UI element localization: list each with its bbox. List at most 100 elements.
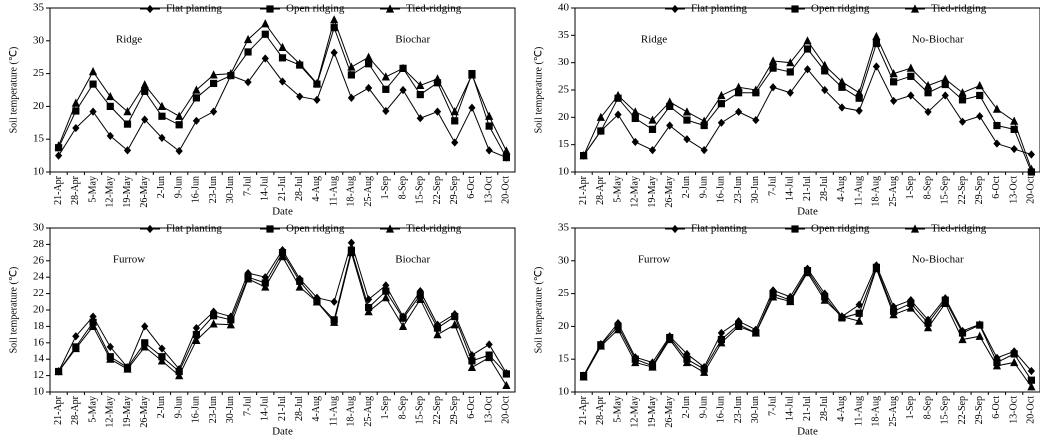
y-tick-label: 28 — [33, 238, 45, 250]
marker — [976, 112, 984, 121]
marker — [398, 321, 408, 330]
x-tick-label: 12-May — [630, 176, 641, 208]
x-tick-label: 8-Sep — [922, 176, 933, 199]
x-tick-label: 9-Jun — [698, 396, 709, 418]
marker — [820, 60, 829, 69]
x-tick-label: 6-Oct — [466, 176, 477, 199]
marker — [924, 89, 932, 97]
y-axis-label: Soil temperature (℃) — [8, 47, 19, 134]
x-tick-label: 20-Oct — [1026, 176, 1037, 204]
marker — [295, 59, 304, 68]
marker — [278, 42, 287, 51]
marker — [906, 63, 915, 72]
x-tick-label: 6-Oct — [466, 396, 477, 419]
marker — [330, 317, 339, 326]
x-tick-label: 19-May — [122, 396, 133, 428]
marker — [613, 90, 623, 100]
marker — [266, 225, 274, 233]
marker — [717, 338, 726, 347]
x-tick-label: 28-Apr — [70, 395, 81, 425]
marker — [648, 125, 657, 133]
legend-label: Tied-ridging — [931, 223, 987, 235]
marker — [382, 106, 390, 116]
y-tick-label: 10 — [558, 386, 570, 398]
marker — [399, 314, 407, 322]
marker — [278, 77, 287, 86]
marker — [192, 331, 200, 339]
x-tick-label: 18-Aug — [871, 396, 882, 427]
marker — [451, 138, 459, 147]
marker — [700, 116, 709, 125]
marker — [958, 88, 967, 97]
marker — [855, 316, 864, 325]
marker — [889, 69, 898, 78]
y-tick-label: 16 — [33, 336, 45, 348]
y-tick-label: 26 — [33, 254, 45, 266]
marker — [244, 269, 252, 278]
marker — [682, 357, 692, 367]
marker — [468, 103, 476, 112]
marker — [631, 357, 640, 367]
x-tick-label: 14-Jul — [785, 396, 796, 421]
marker — [855, 94, 863, 102]
marker — [992, 361, 1002, 370]
marker — [278, 54, 287, 62]
marker — [192, 85, 201, 94]
marker — [261, 19, 270, 28]
x-axis-label: Date — [797, 206, 818, 218]
marker — [485, 340, 493, 349]
marker — [958, 334, 967, 344]
marker — [923, 81, 933, 90]
marker — [140, 342, 149, 351]
annotation: Ridge — [641, 34, 667, 46]
marker — [485, 146, 493, 155]
x-axis-label: Date — [272, 426, 293, 438]
marker — [872, 62, 880, 71]
marker — [890, 302, 898, 311]
marker — [769, 64, 777, 72]
marker — [890, 96, 898, 106]
marker — [123, 120, 132, 128]
marker — [613, 325, 623, 334]
x-tick-label: 21-Apr — [53, 395, 64, 425]
y-tick-label: 20 — [558, 111, 570, 123]
x-tick-label: 4-Aug — [311, 396, 322, 422]
legend-label: Open ridging — [286, 223, 345, 235]
x-tick-label: 29-Sep — [449, 396, 460, 424]
marker — [838, 103, 846, 112]
marker — [106, 102, 114, 110]
marker — [941, 74, 950, 83]
marker — [382, 281, 390, 290]
y-tick-label: 20 — [558, 320, 570, 332]
marker — [579, 372, 588, 381]
plot-frame — [49, 7, 516, 173]
series-line — [583, 65, 1032, 156]
marker — [717, 90, 726, 100]
x-tick-label: 11-Aug — [328, 176, 339, 206]
marker — [751, 328, 760, 337]
legend-label: Open ridging — [811, 3, 870, 15]
marker — [55, 151, 63, 160]
y-tick-label: 18 — [33, 320, 45, 332]
marker — [158, 133, 166, 142]
x-tick-label: 20-Oct — [501, 396, 512, 424]
marker — [416, 80, 425, 90]
marker — [910, 4, 920, 13]
marker — [791, 225, 799, 233]
marker — [993, 121, 1001, 130]
x-tick-label: 16-Jun — [716, 176, 727, 203]
x-tick-label: 1-Sep — [380, 396, 391, 419]
marker — [192, 94, 200, 102]
y-tick-label: 15 — [33, 133, 45, 145]
x-tick-label: 1-Sep — [905, 396, 916, 419]
legend-label: Flat planting — [691, 223, 747, 235]
marker — [89, 80, 97, 88]
marker — [296, 92, 304, 101]
x-tick-label: 5-May — [87, 176, 98, 203]
marker — [648, 362, 657, 371]
y-tick-label: 25 — [33, 67, 45, 79]
x-tick-label: 16-Jun — [191, 176, 202, 203]
marker — [416, 294, 425, 303]
marker — [433, 74, 442, 83]
y-tick-label: 25 — [558, 287, 570, 299]
